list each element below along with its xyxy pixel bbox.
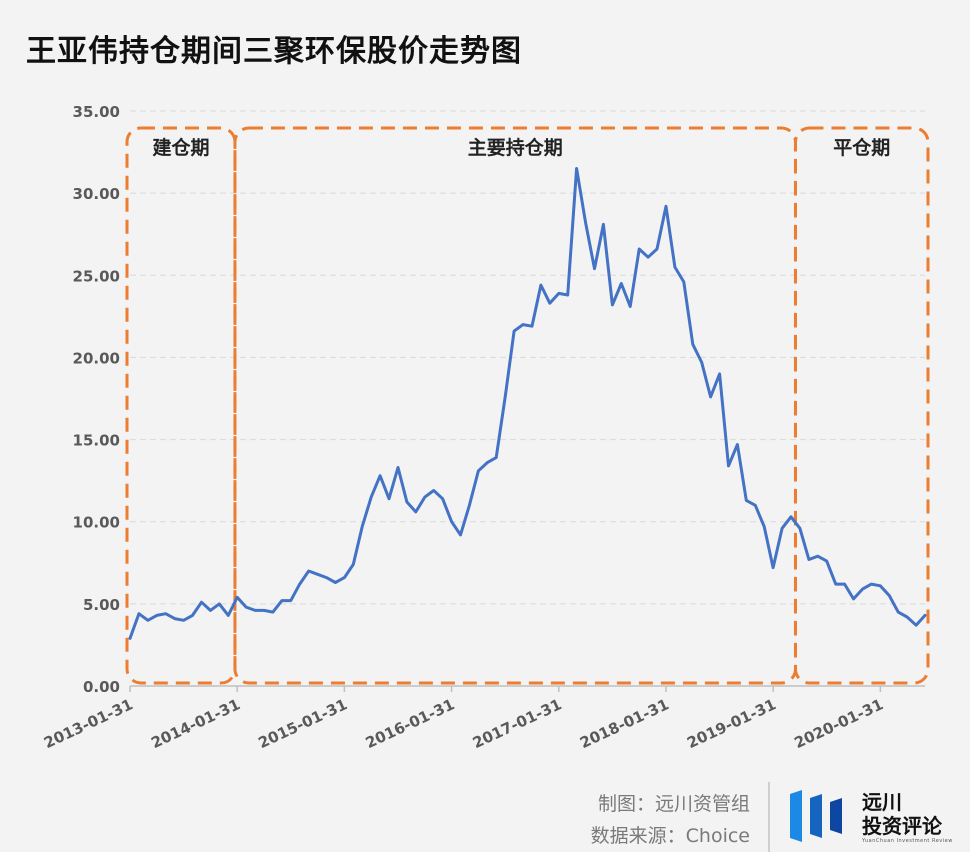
phase-label: 建仓期 — [152, 136, 209, 159]
page-title: 王亚伟持仓期间三聚环保股价走势图 — [26, 34, 522, 69]
brand-logo-icon — [790, 790, 842, 842]
y-tick-label: 20.00 — [73, 349, 120, 367]
line-chart: 0.00 5.00 10.00 15.00 20.00 25.00 30.00 35.00 20… — [41, 103, 930, 752]
phase-label: 平仓期 — [833, 136, 890, 159]
brand-line1: 远川 — [862, 790, 902, 814]
x-tick-label: 2013-01-31 — [41, 695, 136, 752]
credits: 制图：远川资管组 数据来源：Choice — [591, 788, 750, 852]
phase-box — [125, 126, 237, 685]
y-tick-label: 35.00 — [73, 103, 120, 121]
credits-divider — [768, 782, 770, 852]
brand-line2: 投资评论 — [862, 814, 942, 838]
phase-box — [233, 126, 797, 685]
x-tick-label: 2017-01-31 — [470, 695, 565, 752]
y-tick-label: 15.00 — [73, 432, 120, 450]
y-tick-label: 30.00 — [73, 185, 120, 203]
phase-box — [793, 126, 930, 685]
y-tick-label: 0.00 — [83, 678, 120, 696]
data-source: 数据来源：Choice — [590, 825, 750, 847]
x-tick-label: 2018-01-31 — [577, 695, 672, 752]
brand-tagline: YuanChuan Investment Review — [862, 838, 953, 844]
x-tick-label: 2015-01-31 — [256, 695, 351, 752]
chart-credit: 制图：远川资管组 — [597, 793, 750, 815]
phase-label: 主要持仓期 — [468, 136, 563, 159]
y-tick-label: 25.00 — [73, 267, 120, 285]
x-tick-label: 2014-01-31 — [148, 695, 243, 752]
price-line — [128, 167, 927, 640]
x-tick-label: 2019-01-31 — [684, 695, 779, 752]
brand-name: 远川 投资评论 YuanChuan Investment Review — [862, 790, 953, 844]
x-tick-label: 2020-01-31 — [791, 695, 886, 752]
y-tick-label: 10.00 — [73, 514, 120, 532]
x-tick-label: 2016-01-31 — [363, 695, 458, 752]
y-tick-label: 5.00 — [83, 596, 120, 614]
